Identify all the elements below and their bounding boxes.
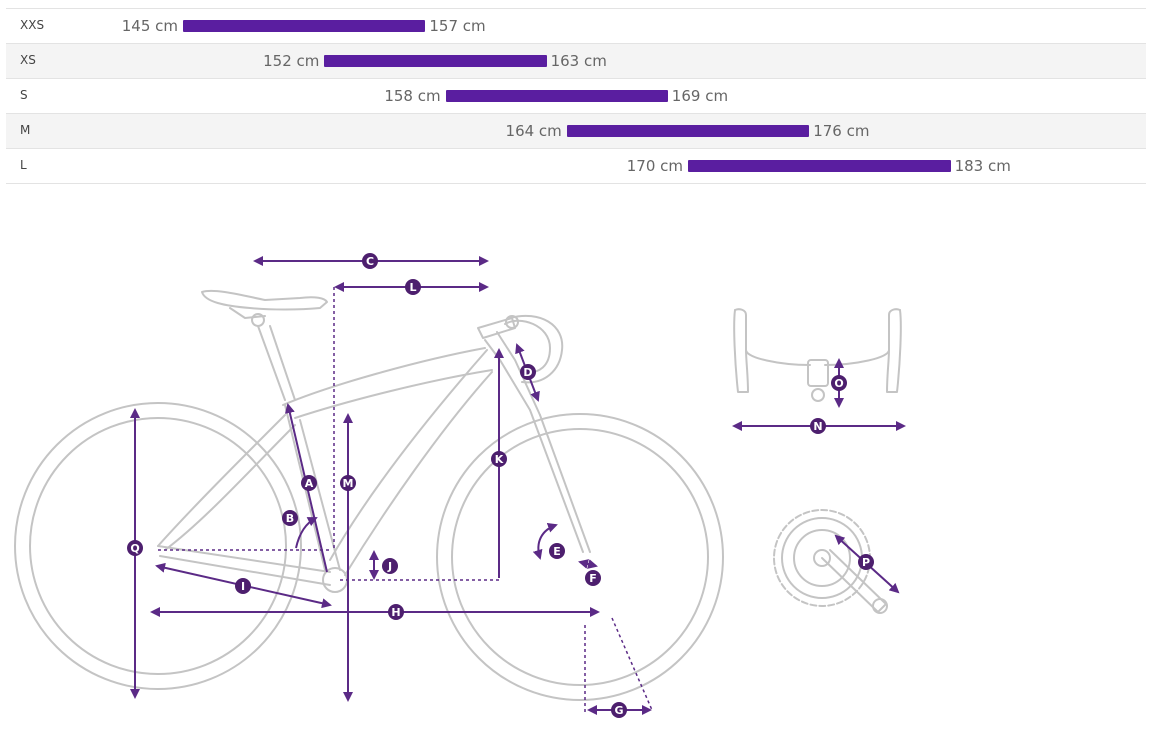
svg-text:J: J [387,560,392,573]
height-range-bar [688,160,951,172]
marker-b: B [282,510,298,526]
height-range-bar [566,125,810,137]
svg-text:O: O [834,377,843,390]
svg-text:A: A [305,477,314,490]
marker-n: N [810,418,826,434]
range-min-label: 152 cm [263,52,320,70]
svg-text:L: L [409,281,416,294]
size-label: XXS [20,18,45,32]
marker-j: J [382,558,398,574]
height-range-bar [324,55,547,67]
svg-text:F: F [589,572,597,585]
rider-height-size-table: XXS 145 cm 157 cm XS 152 cm 163 cm S 158… [6,8,1146,184]
size-row-xs: XS 152 cm 163 cm [6,43,1146,78]
svg-text:Q: Q [130,542,139,555]
dimension-lines [130,256,906,715]
svg-text:H: H [391,606,400,619]
range-max-label: 176 cm [813,122,870,140]
marker-p: P [858,554,874,570]
size-label: M [20,123,31,137]
svg-text:M: M [343,477,354,490]
marker-a: A [301,475,317,491]
svg-text:G: G [614,704,623,717]
range-max-label: 157 cm [429,17,486,35]
height-range-bar [183,20,426,32]
size-label: XS [20,53,36,67]
range-max-label: 163 cm [550,52,607,70]
size-row-xxs: XXS 145 cm 157 cm [6,8,1146,43]
svg-text:E: E [553,545,561,558]
marker-q: Q [127,540,143,556]
range-min-label: 164 cm [505,122,562,140]
marker-l: L [405,279,421,295]
svg-text:B: B [286,512,294,525]
marker-h: H [388,604,404,620]
marker-d: D [520,364,536,380]
range-min-label: 158 cm [384,87,441,105]
size-label: L [20,158,27,172]
marker-k: K [491,451,507,467]
svg-text:N: N [813,420,822,433]
svg-text:K: K [495,453,504,466]
svg-text:C: C [366,255,374,268]
bike-frame-drawing [14,289,724,701]
marker-o: O [831,375,847,391]
svg-text:D: D [523,366,532,379]
geometry-markers: C L D K A M B Q E J F I H G O N P [127,253,874,718]
marker-i: I [235,578,251,594]
marker-e: E [549,543,565,559]
size-row-s: S 158 cm 169 cm [6,78,1146,113]
bike-geometry-diagram: C L D K A M B Q E J F I H G O N P [14,253,906,718]
height-range-bar [445,90,668,102]
svg-text:I: I [241,580,245,593]
range-min-label: 170 cm [626,157,683,175]
handlebar-front-view [733,308,902,402]
svg-text:P: P [862,556,870,569]
size-row-m: M 164 cm 176 cm [6,113,1146,148]
marker-m: M [340,475,356,491]
range-min-label: 145 cm [121,17,178,35]
size-label: S [20,88,28,102]
range-max-label: 183 cm [954,157,1011,175]
marker-g: G [611,702,627,718]
size-row-l: L 170 cm 183 cm [6,148,1146,184]
range-max-label: 169 cm [671,87,729,105]
marker-c: C [362,253,378,269]
marker-f: F [585,570,601,586]
